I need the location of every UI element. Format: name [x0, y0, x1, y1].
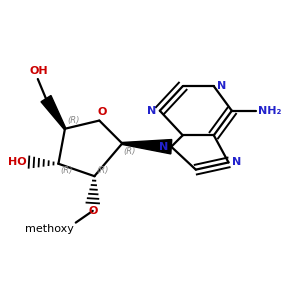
Text: methoxy: methoxy [25, 224, 74, 234]
Polygon shape [41, 95, 66, 129]
Text: (R): (R) [124, 147, 136, 156]
Text: (R): (R) [60, 167, 72, 176]
Text: N: N [147, 106, 156, 116]
Text: (R): (R) [96, 166, 108, 175]
Text: N: N [217, 81, 226, 91]
Text: N: N [159, 142, 168, 152]
Text: NH₂: NH₂ [258, 106, 281, 116]
Text: O: O [98, 106, 107, 117]
Text: OH: OH [29, 66, 48, 76]
Polygon shape [122, 140, 172, 154]
Text: N: N [232, 158, 241, 167]
Text: O: O [88, 206, 98, 216]
Text: HO: HO [8, 157, 26, 167]
Text: (R): (R) [68, 116, 80, 125]
